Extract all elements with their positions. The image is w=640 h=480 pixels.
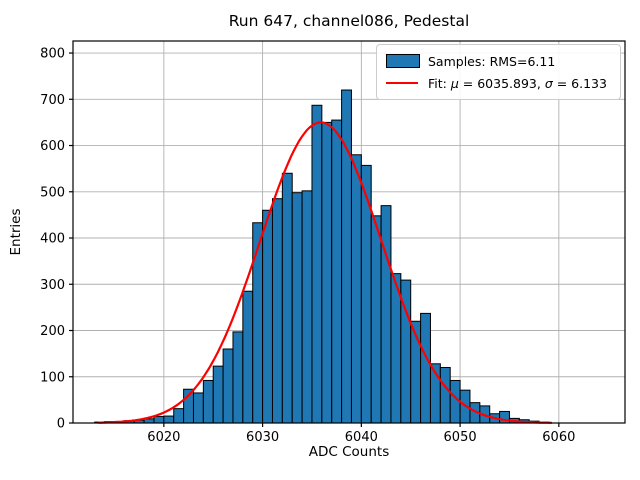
histogram-bar bbox=[222, 348, 234, 424]
y-tick-label: 800 bbox=[40, 47, 65, 62]
legend-item-samples: Samples: RMS=6.11 bbox=[386, 54, 611, 69]
histogram-bar bbox=[242, 290, 254, 424]
y-axis-label: Entries bbox=[8, 208, 24, 256]
x-tick-label: 6050 bbox=[444, 430, 477, 445]
histogram-bar bbox=[212, 365, 224, 424]
histogram-bar bbox=[331, 119, 343, 424]
x-axis-ticks: 6020 6030 6040 6050 6060 bbox=[147, 423, 575, 445]
samples-swatch-icon bbox=[386, 54, 420, 68]
legend-fit-mid: = 6035.893, bbox=[458, 75, 545, 91]
histogram-bar bbox=[301, 190, 313, 424]
y-tick-label: 700 bbox=[40, 93, 65, 108]
x-axis-label: ADC Counts bbox=[308, 444, 390, 460]
legend-item-fit: Fit: μ = 6035.893, σ = 6.133 bbox=[386, 76, 611, 91]
legend-swatch-box bbox=[386, 54, 428, 68]
histogram-bar bbox=[173, 408, 185, 424]
x-tick-label: 6040 bbox=[345, 430, 378, 445]
histogram-bar bbox=[321, 121, 333, 424]
histogram-bar bbox=[153, 416, 165, 424]
legend: Samples: RMS=6.11 Fit: μ = 6035.893, σ =… bbox=[376, 44, 621, 100]
legend-fit-prefix: Fit: bbox=[428, 75, 451, 91]
histogram-bars bbox=[94, 89, 550, 424]
legend-fit-suffix: = 6.133 bbox=[552, 75, 607, 91]
histogram-bar bbox=[350, 154, 362, 424]
histogram-bar bbox=[380, 205, 392, 424]
histogram-bar bbox=[370, 215, 382, 424]
x-tick-label: 6020 bbox=[147, 430, 180, 445]
histogram-bar bbox=[202, 379, 214, 424]
histogram-bar bbox=[252, 222, 264, 424]
histogram-bar bbox=[271, 198, 283, 424]
histogram-bar bbox=[420, 312, 431, 424]
chart-title: Run 647, channel086, Pedestal bbox=[228, 12, 470, 30]
legend-fit-label: Fit: μ = 6035.893, σ = 6.133 bbox=[428, 76, 607, 91]
y-axis-ticks: 0 100 200 300 400 500 600 700 800 bbox=[40, 47, 73, 432]
x-tick-label: 6060 bbox=[542, 430, 575, 445]
y-tick-label: 200 bbox=[40, 324, 65, 339]
y-tick-label: 400 bbox=[40, 232, 65, 247]
histogram-bar bbox=[291, 192, 303, 424]
histogram-bar bbox=[192, 392, 204, 424]
y-tick-label: 0 bbox=[57, 417, 65, 432]
fit-line-icon bbox=[386, 81, 418, 85]
y-tick-label: 300 bbox=[40, 278, 65, 293]
histogram-bar bbox=[439, 367, 451, 424]
legend-swatch-box bbox=[386, 81, 428, 85]
fit-curve bbox=[97, 121, 552, 424]
legend-fit-sigma: σ bbox=[544, 75, 553, 91]
histogram-bar bbox=[281, 172, 293, 424]
y-tick-label: 500 bbox=[40, 185, 65, 200]
x-tick-label: 6030 bbox=[246, 430, 279, 445]
histogram-bar bbox=[262, 209, 273, 424]
y-tick-label: 600 bbox=[40, 139, 65, 154]
y-tick-label: 100 bbox=[40, 370, 65, 385]
histogram-bar bbox=[232, 331, 244, 424]
axes-spines bbox=[72, 40, 626, 424]
legend-samples-label: Samples: RMS=6.11 bbox=[428, 53, 556, 69]
legend-fit-mu: μ bbox=[450, 75, 459, 91]
histogram-bar bbox=[163, 415, 175, 424]
histogram-bar bbox=[311, 104, 323, 424]
